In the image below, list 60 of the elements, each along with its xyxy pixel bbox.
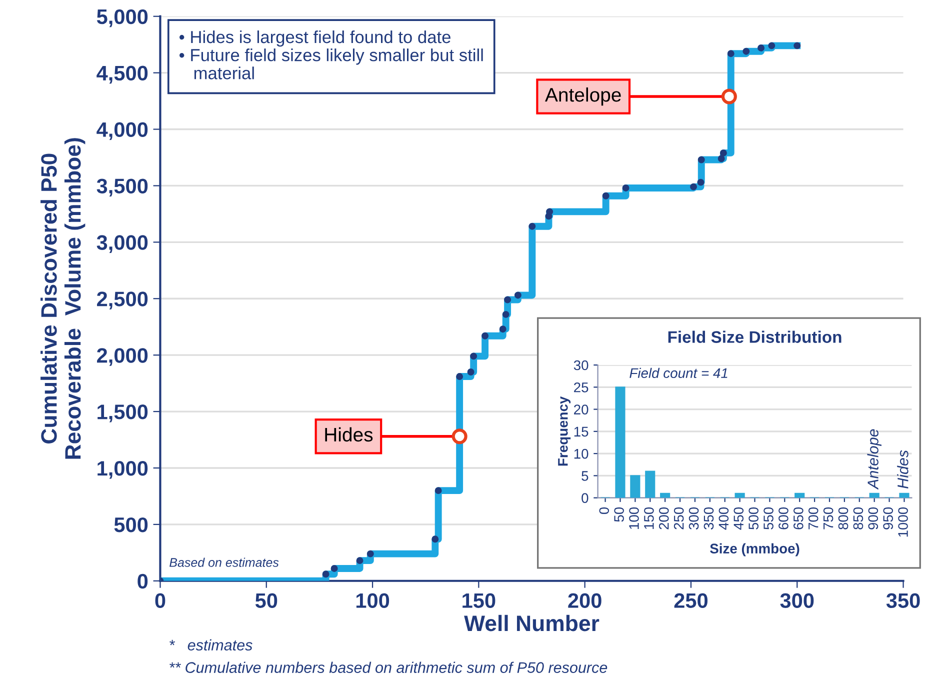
annotation: • Hides is largest field found to date • Future field sizes likely smaller but still material [179, 30, 483, 80]
annotation: Hides [897, 450, 908, 488]
x-tick-label: 200 [568, 593, 602, 608]
chart-title: Field Size Distribution [668, 330, 842, 343]
x-tick-label: 100 [629, 507, 639, 529]
y-tick-label: 25 [574, 382, 588, 392]
y-tick-label: 3,500 [96, 178, 148, 196]
text: * estimates [170, 639, 252, 651]
x-tick-label: 400 [718, 507, 729, 530]
y-tick-label: 1,500 [98, 404, 148, 422]
y-tick-label: 0 [138, 574, 148, 589]
y-axis-title: Frequency [558, 396, 571, 466]
y-tick-label: 1,000 [98, 460, 148, 479]
y-tick-label: 0 [582, 493, 588, 503]
y-tick-label: 2,000 [97, 348, 148, 366]
x-tick-label: 300 [780, 593, 814, 608]
y-tick-label: 4,500 [96, 66, 148, 84]
annotation: Antelope [545, 87, 621, 106]
x-tick-label: 800 [838, 507, 848, 530]
y-tick-label: 3,000 [96, 235, 148, 253]
x-tick-label: 150 [644, 507, 654, 529]
x-tick-label: 250 [674, 507, 684, 530]
x-tick-label: 650 [793, 507, 804, 530]
x-tick-label: 600 [778, 507, 788, 530]
y-axis-title: Cumulative Discovered P50 Recoverable Volume (mmboe) [40, 138, 86, 459]
x-tick-label: 1000 [898, 507, 908, 537]
x-tick-label: 0 [599, 507, 610, 514]
x-tick-label: 0 [155, 593, 166, 608]
x-tick-label: 550 [764, 507, 774, 530]
x-tick-label: 50 [614, 507, 624, 522]
text: ** Cumulative numbers based on arithmetic sum of P50 resource [170, 662, 608, 673]
x-tick-label: 500 [748, 507, 758, 530]
x-tick-label: 200 [658, 507, 669, 530]
annotation: Field count = 41 [630, 368, 728, 378]
x-tick-label: 700 [808, 507, 818, 530]
y-tick-label: 2,500 [97, 292, 148, 310]
x-tick-label: 950 [883, 507, 894, 530]
y-tick-label: 4,000 [96, 122, 148, 140]
x-tick-label: 450 [734, 507, 744, 530]
x-tick-label: 100 [356, 593, 390, 608]
annotation: Hides [325, 427, 373, 442]
annotation: Based on estimates [170, 558, 279, 567]
x-axis-title: Size (mmboe) [710, 543, 800, 556]
y-tick-label: 15 [574, 426, 588, 437]
x-axis-title: Well Number [464, 614, 600, 632]
x-tick-label: 850 [853, 507, 864, 530]
x-tick-label: 300 [688, 507, 699, 530]
x-tick-label: 750 [823, 507, 834, 530]
y-tick-label: 5 [582, 471, 588, 481]
x-tick-label: 900 [868, 507, 878, 530]
x-tick-label: 150 [462, 593, 496, 608]
x-tick-label: 350 [886, 593, 920, 608]
x-tick-label: 50 [255, 593, 278, 608]
annotation: Antelope [867, 429, 882, 490]
y-tick-label: 30 [574, 360, 588, 370]
x-tick-label: 250 [674, 593, 708, 608]
y-tick-label: 10 [574, 448, 588, 459]
y-tick-label: 5,000 [96, 9, 148, 28]
y-tick-label: 20 [574, 404, 588, 414]
x-tick-label: 350 [704, 507, 714, 530]
